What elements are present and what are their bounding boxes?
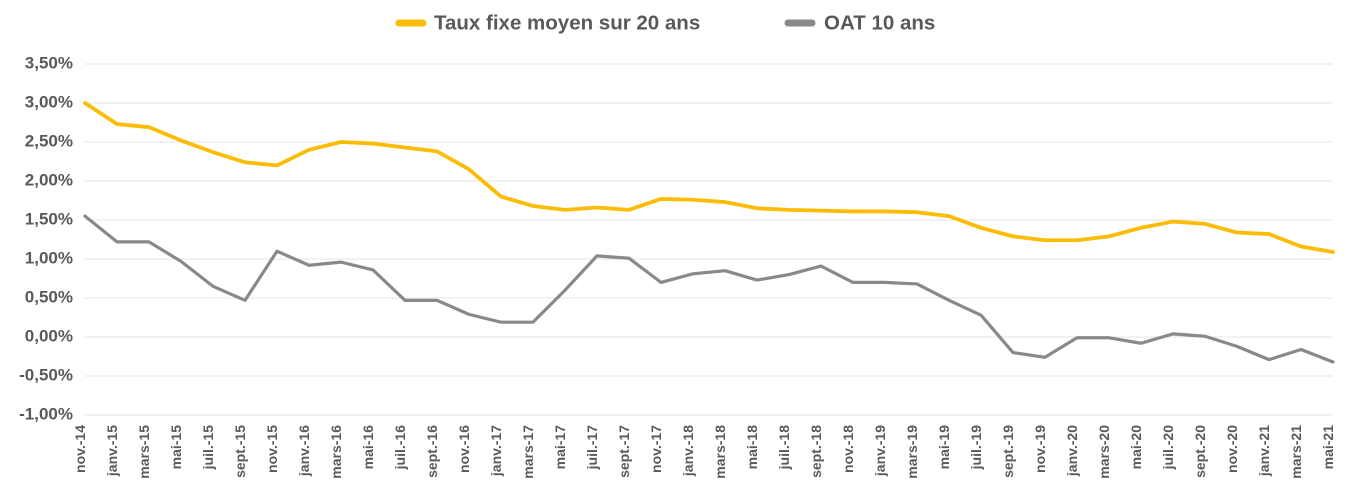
svg-text:2,00%: 2,00% <box>25 170 73 189</box>
svg-text:sept.-15: sept.-15 <box>232 425 248 478</box>
svg-text:2,50%: 2,50% <box>25 131 73 150</box>
svg-text:juil.-16: juil.-16 <box>392 425 408 471</box>
svg-text:nov.-15: nov.-15 <box>264 425 280 473</box>
svg-text:nov.-14: nov.-14 <box>72 425 88 473</box>
svg-text:mars-17: mars-17 <box>520 425 536 479</box>
svg-text:3,00%: 3,00% <box>25 92 73 111</box>
svg-text:nov.-20: nov.-20 <box>1224 425 1240 473</box>
svg-text:juil.-15: juil.-15 <box>200 425 216 471</box>
svg-text:nov.-17: nov.-17 <box>648 425 664 473</box>
svg-text:nov.-19: nov.-19 <box>1032 425 1048 473</box>
svg-text:mai-20: mai-20 <box>1128 425 1144 470</box>
svg-text:3,50%: 3,50% <box>25 53 73 72</box>
svg-text:mars-16: mars-16 <box>328 425 344 479</box>
svg-text:sept.-16: sept.-16 <box>424 425 440 478</box>
svg-text:juil.-17: juil.-17 <box>584 425 600 471</box>
svg-text:mai-19: mai-19 <box>936 425 952 470</box>
svg-text:0,50%: 0,50% <box>25 287 73 306</box>
svg-text:-1,00%: -1,00% <box>19 404 73 423</box>
svg-text:sept.-17: sept.-17 <box>616 425 632 478</box>
svg-text:mars-18: mars-18 <box>712 425 728 479</box>
svg-text:1,00%: 1,00% <box>25 248 73 267</box>
svg-text:juil.-19: juil.-19 <box>968 425 984 471</box>
svg-text:juil.-20: juil.-20 <box>1160 425 1176 471</box>
svg-text:sept.-20: sept.-20 <box>1192 425 1208 478</box>
svg-text:mars-19: mars-19 <box>904 425 920 479</box>
svg-text:mai-15: mai-15 <box>168 425 184 470</box>
svg-text:nov.-16: nov.-16 <box>456 425 472 473</box>
svg-text:mars-21: mars-21 <box>1288 425 1304 479</box>
svg-text:-0,50%: -0,50% <box>19 365 73 384</box>
svg-text:janv.-15: janv.-15 <box>104 425 120 477</box>
svg-text:OAT 10 ans: OAT 10 ans <box>824 11 935 34</box>
svg-text:nov.-18: nov.-18 <box>840 425 856 473</box>
svg-text:0,00%: 0,00% <box>25 326 73 345</box>
svg-text:janv.-20: janv.-20 <box>1064 425 1080 477</box>
svg-text:sept.-19: sept.-19 <box>1000 425 1016 478</box>
svg-text:sept.-18: sept.-18 <box>808 425 824 478</box>
svg-text:janv.-18: janv.-18 <box>680 425 696 477</box>
svg-text:janv.-21: janv.-21 <box>1256 425 1272 477</box>
svg-text:mai-21: mai-21 <box>1320 425 1336 470</box>
svg-text:mai-18: mai-18 <box>744 425 760 470</box>
svg-text:juil.-18: juil.-18 <box>776 425 792 471</box>
svg-text:mars-15: mars-15 <box>136 425 152 479</box>
svg-text:janv.-17: janv.-17 <box>488 425 504 477</box>
svg-text:mars-20: mars-20 <box>1096 425 1112 479</box>
svg-text:janv.-16: janv.-16 <box>296 425 312 477</box>
svg-text:mai-16: mai-16 <box>360 425 376 470</box>
svg-text:1,50%: 1,50% <box>25 209 73 228</box>
svg-text:janv.-19: janv.-19 <box>872 425 888 477</box>
svg-text:mai-17: mai-17 <box>552 425 568 470</box>
svg-text:Taux fixe moyen sur 20 ans: Taux fixe moyen sur 20 ans <box>434 11 700 34</box>
